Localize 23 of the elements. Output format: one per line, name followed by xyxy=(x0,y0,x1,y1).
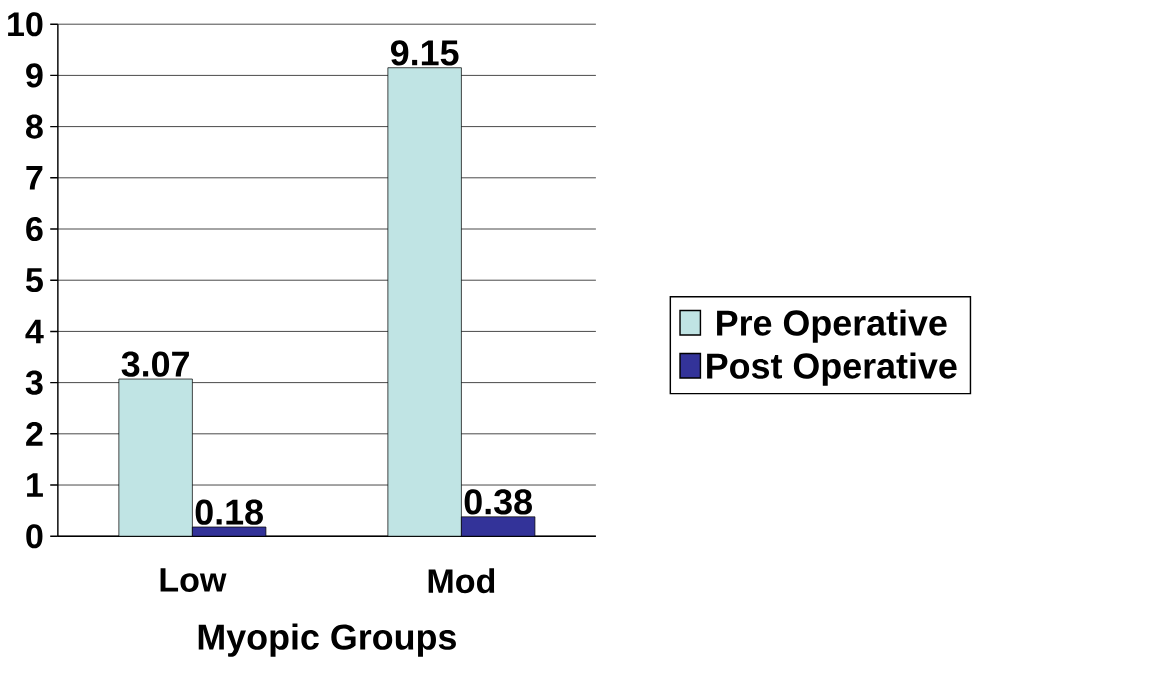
y-tick-label: 1 xyxy=(27,473,43,497)
data-label: 3.07 xyxy=(121,351,189,378)
y-tick-label: 5 xyxy=(25,268,43,293)
y-tick-label: 2 xyxy=(26,422,43,446)
bar xyxy=(461,516,536,537)
data-label: 0.18 xyxy=(195,499,263,525)
y-tick-label: 3 xyxy=(25,370,43,395)
data-label: 9.15 xyxy=(390,40,459,66)
x-tick-label: Low xyxy=(160,568,227,593)
legend-label: Post Operative xyxy=(707,352,957,386)
y-tick-label: 4 xyxy=(25,319,44,344)
y-tick-label: 7 xyxy=(26,166,43,190)
data-label: 0.38 xyxy=(464,489,532,515)
bar xyxy=(118,378,193,537)
x-tick-label: Mod xyxy=(428,568,495,594)
x-axis-title: Myopic Groups xyxy=(198,623,456,658)
y-tick-label: 6 xyxy=(26,217,43,242)
bar xyxy=(387,67,462,537)
y-tick-label: 10 xyxy=(8,12,43,37)
y-tick-label: 0 xyxy=(26,524,43,549)
legend-label: Pre Operative xyxy=(717,309,947,343)
y-tick-label: 9 xyxy=(26,63,43,88)
y-tick-label: 8 xyxy=(26,114,43,139)
